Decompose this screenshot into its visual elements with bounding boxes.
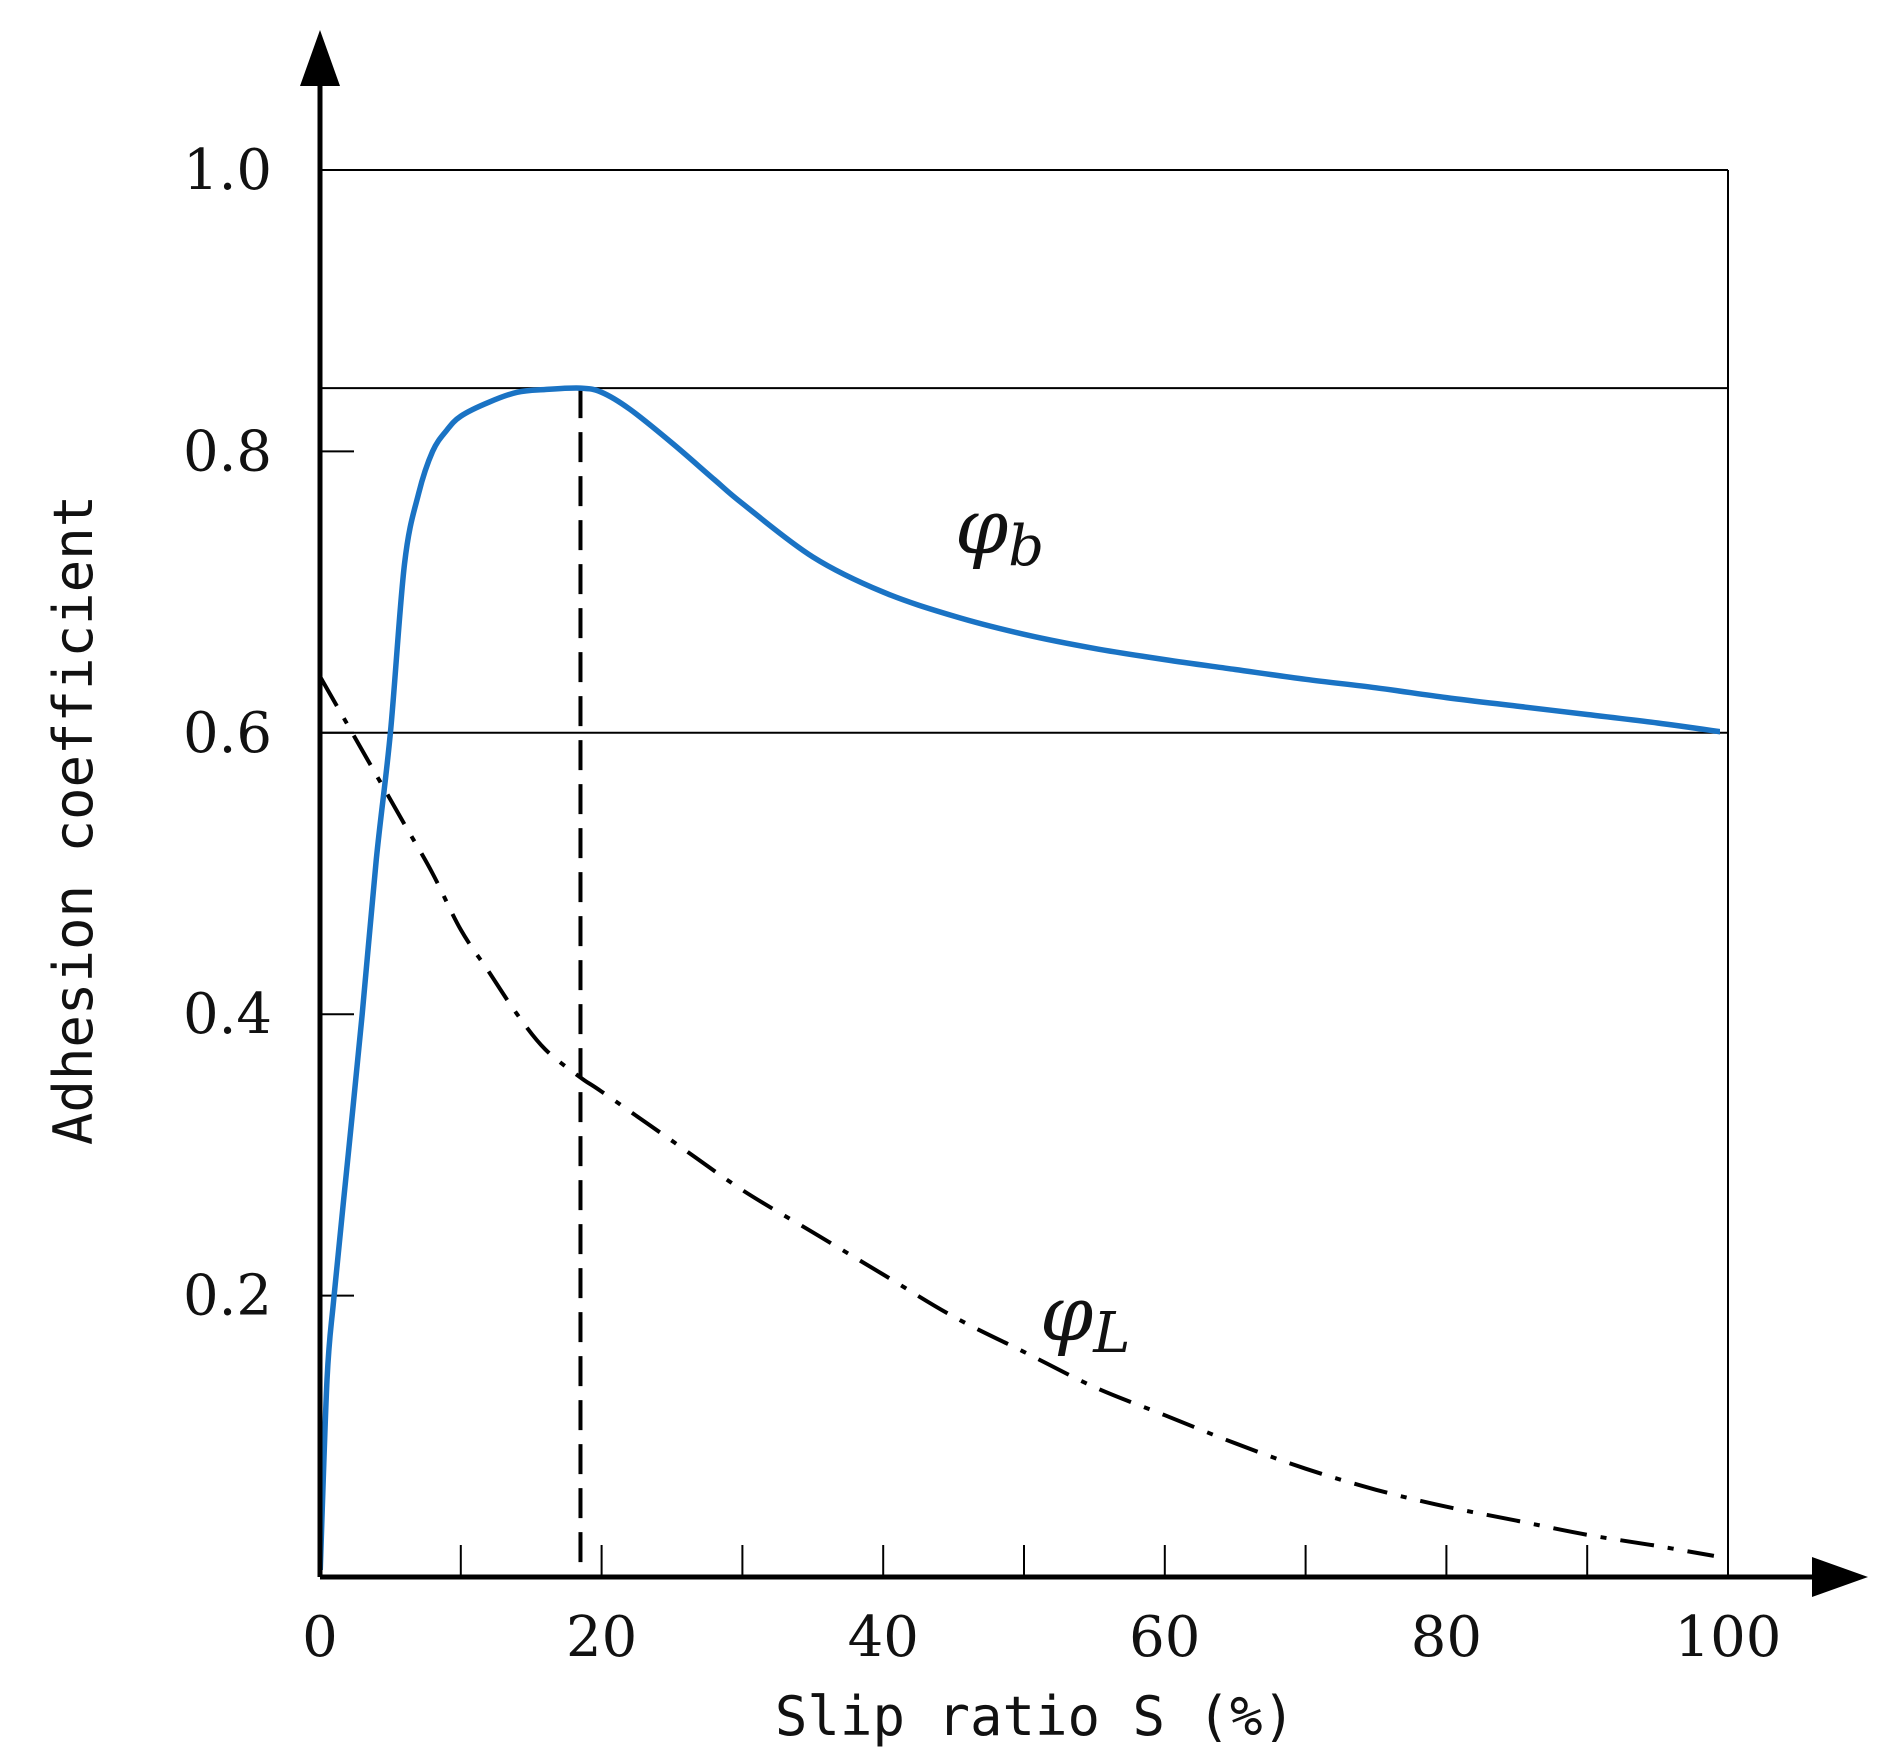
y-axis-arrow: [300, 30, 340, 86]
y-tick-label: 1.0: [183, 138, 272, 203]
y-axis-title: Adhesion coefficient: [42, 495, 105, 1145]
x-tick-label: 0: [302, 1605, 338, 1670]
series-label-phi-l: φL: [1040, 1269, 1130, 1366]
series-line-phi-b: [317, 385, 1720, 1570]
x-tick-label: 40: [848, 1605, 919, 1670]
x-tick-label: 60: [1129, 1605, 1200, 1670]
x-axis-arrow: [1812, 1557, 1868, 1597]
y-tick-label: 0.8: [183, 419, 272, 484]
axes: [300, 30, 1868, 1597]
x-tick-labels: 0 20 40 60 80 100: [302, 1605, 1781, 1670]
y-tick-label: 0.4: [183, 982, 272, 1047]
x-axis-title: Slip ratio S (%): [775, 1685, 1295, 1748]
y-tick-label: 0.6: [183, 701, 272, 766]
x-tick-label: 80: [1411, 1605, 1482, 1670]
y-ticks: 0.2 0.4 0.6 0.8 1.0: [183, 138, 354, 1329]
plot-frame: [320, 169, 1729, 1577]
x-tick-label: 100: [1675, 1605, 1782, 1670]
series-label-phi-b: φb: [955, 482, 1044, 579]
y-tick-label: 0.2: [183, 1264, 272, 1329]
series-line-phi-l: [318, 675, 1715, 1558]
x-tick-label: 20: [566, 1605, 637, 1670]
curves: [317, 385, 1720, 1570]
minor-ticks: [459, 1545, 1729, 1577]
